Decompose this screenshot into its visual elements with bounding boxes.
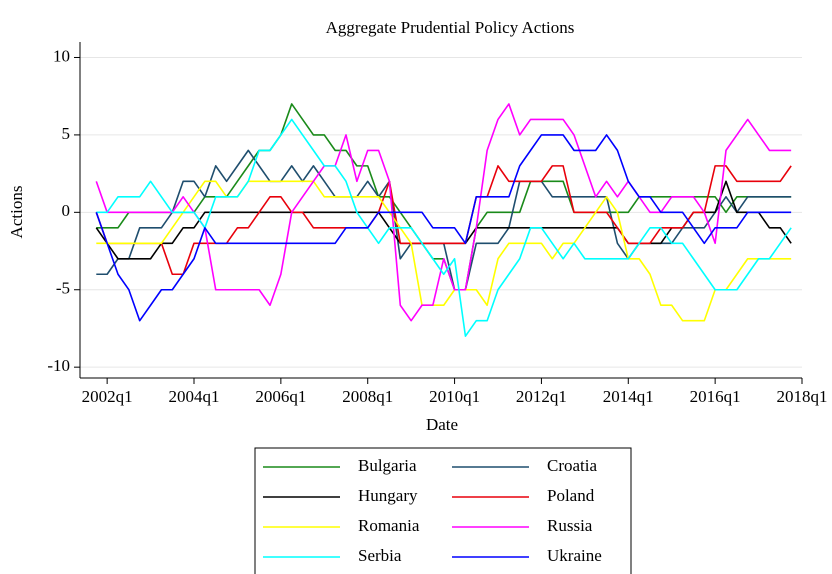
series-line	[95, 103, 792, 322]
x-tick-label: 2008q1	[342, 387, 393, 406]
x-tick-label: 2018q1	[777, 387, 828, 406]
y-tick-label: -10	[47, 356, 70, 375]
legend-box	[254, 447, 632, 574]
y-tick-label: 0	[62, 201, 71, 220]
x-tick-label: 2014q1	[603, 387, 654, 406]
series-line	[95, 134, 792, 322]
x-tick-label: 2016q1	[690, 387, 741, 406]
legend-label: Ukraine	[547, 546, 602, 565]
series-line	[95, 165, 792, 276]
legend-label: Poland	[547, 486, 595, 505]
legend-label: Russia	[547, 516, 593, 535]
legend-label: Hungary	[358, 486, 418, 505]
x-tick-label: 2006q1	[255, 387, 306, 406]
x-tick-label: 2010q1	[429, 387, 480, 406]
x-tick-label: 2012q1	[516, 387, 567, 406]
legend-label: Serbia	[358, 546, 402, 565]
legend-label: Romania	[358, 516, 420, 535]
x-tick-label: 2002q1	[82, 387, 133, 406]
x-tick-label: 2004q1	[169, 387, 220, 406]
y-tick-label: -5	[56, 279, 70, 298]
series-line	[95, 180, 792, 260]
legend-label: Croatia	[547, 456, 597, 475]
series-line	[96, 180, 792, 322]
chart-title: Aggregate Prudential Policy Actions	[326, 18, 575, 37]
legend-label: Bulgaria	[358, 456, 417, 475]
y-axis-label: Actions	[7, 186, 26, 239]
y-tick-label: 10	[53, 46, 70, 65]
y-tick-label: 5	[62, 124, 71, 143]
series-line	[96, 149, 792, 291]
x-axis-label: Date	[426, 415, 458, 434]
series-line	[96, 118, 792, 337]
